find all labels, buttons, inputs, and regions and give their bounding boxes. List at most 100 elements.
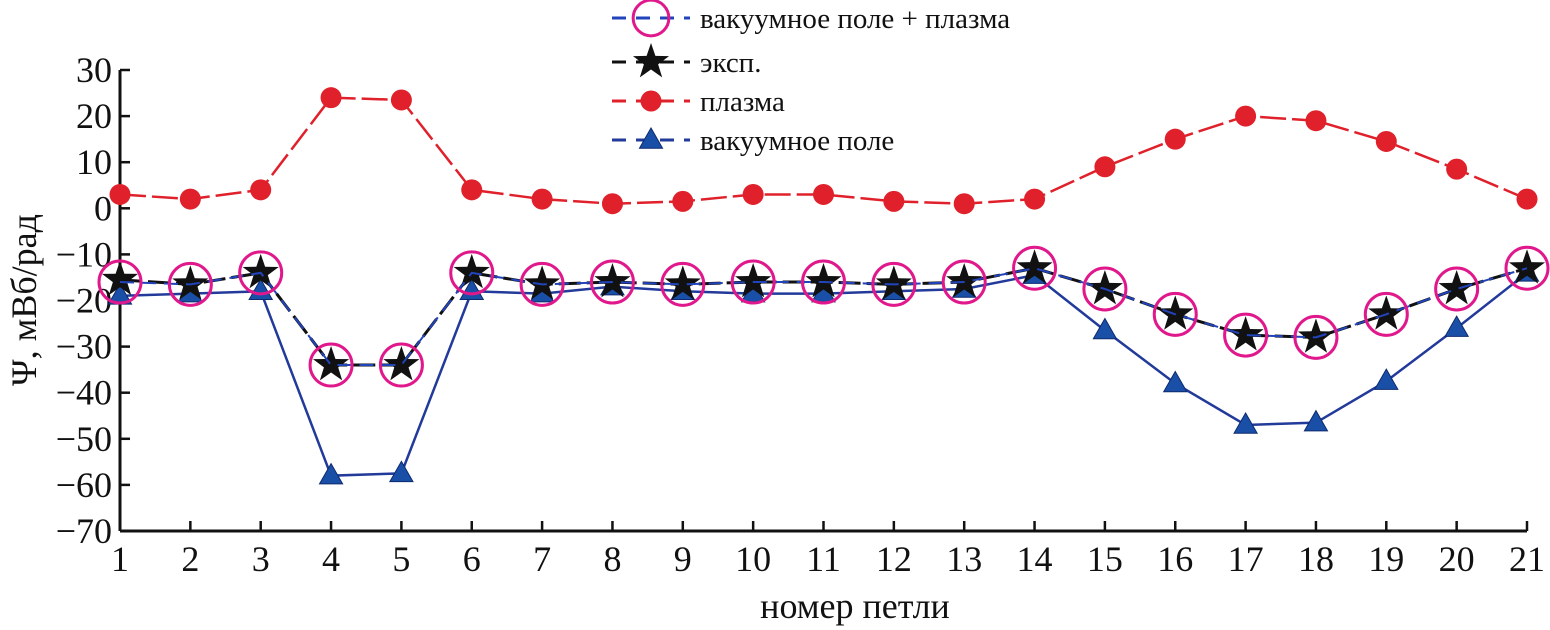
data-point — [167, 261, 213, 307]
data-point — [941, 259, 987, 305]
data-point — [1016, 249, 1053, 284]
data-point — [1504, 245, 1550, 291]
data-point — [179, 188, 201, 210]
data-point — [1434, 266, 1480, 312]
y-tick-label: −20 — [56, 281, 112, 321]
x-tick-label: 13 — [946, 539, 982, 579]
series-line — [119, 267, 1528, 367]
x-tick-label: 6 — [463, 539, 481, 579]
legend-item-3: вакуумное поле — [612, 125, 894, 157]
data-point — [594, 263, 631, 298]
data-point — [524, 265, 561, 300]
x-tick-label: 9 — [674, 539, 692, 579]
series-1 — [101, 249, 1546, 381]
data-point — [1164, 128, 1186, 150]
series-0 — [97, 245, 1550, 388]
x-tick-label: 3 — [252, 539, 270, 579]
x-tick-label: 21 — [1509, 539, 1545, 579]
data-point — [519, 261, 565, 307]
x-tick-label: 15 — [1087, 539, 1123, 579]
data-point — [953, 193, 975, 215]
data-point — [390, 89, 412, 111]
data-point — [250, 179, 272, 201]
x-tick-label: 16 — [1157, 539, 1193, 579]
data-point — [1223, 312, 1269, 358]
data-point — [735, 263, 772, 298]
x-tick-label: 18 — [1298, 539, 1334, 579]
y-tick-label: −10 — [56, 234, 112, 274]
data-point — [1303, 409, 1329, 432]
data-point — [1012, 245, 1058, 291]
legend-label: вакуумное поле + плазма — [700, 3, 1010, 35]
x-tick-label: 19 — [1368, 539, 1404, 579]
data-point — [312, 346, 350, 381]
data-point — [871, 261, 917, 307]
x-tick-label: 4 — [322, 539, 340, 579]
y-tick-label: −30 — [56, 327, 112, 367]
x-tick-label: 7 — [533, 539, 551, 579]
data-point — [1305, 110, 1327, 132]
data-point — [742, 183, 764, 205]
data-point — [1157, 295, 1194, 330]
x-tick-label: 10 — [735, 539, 771, 579]
data-point — [449, 250, 495, 296]
data-point — [1227, 316, 1264, 351]
data-point — [660, 261, 706, 307]
y-tick-label: −40 — [56, 373, 112, 413]
data-point — [1233, 411, 1259, 434]
data-point — [172, 265, 209, 300]
legend-label: эксп. — [700, 47, 761, 79]
data-point — [813, 183, 834, 205]
x-tick-label: 12 — [876, 539, 912, 579]
legend-marker — [640, 90, 662, 112]
y-tick-label: −50 — [56, 419, 112, 459]
data-point — [1162, 370, 1188, 393]
data-point — [946, 263, 983, 298]
x-tick-label: 20 — [1439, 539, 1475, 579]
x-axis-title: номер петли — [760, 586, 950, 626]
data-point — [1235, 105, 1257, 127]
data-point — [801, 259, 846, 305]
x-tick-label: 17 — [1228, 539, 1264, 579]
data-point — [308, 342, 354, 388]
data-point — [383, 346, 420, 381]
data-point — [1373, 368, 1399, 390]
legend: вакуумное поле + плазма эксп. плазма вакуум… — [612, 0, 1010, 157]
x-tick-label: 14 — [1017, 539, 1053, 579]
data-point — [1293, 314, 1339, 360]
legend-marker — [638, 126, 664, 149]
data-point — [97, 259, 143, 305]
y-tick-label: −70 — [56, 511, 112, 551]
data-point — [1082, 266, 1128, 312]
data-point — [883, 190, 905, 212]
data-point — [1438, 269, 1475, 305]
data-point — [589, 259, 635, 305]
data-point — [601, 193, 623, 215]
data-point — [1297, 318, 1335, 353]
data-point — [672, 190, 694, 212]
series-layer — [97, 87, 1550, 485]
y-axis-title: Ψ, мВб/рад — [4, 214, 44, 386]
data-point — [109, 183, 131, 205]
data-point — [1094, 156, 1116, 178]
y-tick-label: 10 — [76, 142, 112, 182]
legend-marker — [631, 0, 671, 38]
legend-item-2: плазма — [612, 86, 785, 118]
data-point — [1368, 295, 1405, 330]
x-tick-label: 8 — [603, 539, 621, 579]
series-2 — [109, 87, 1538, 215]
y-tick-label: 0 — [94, 188, 112, 228]
data-point — [461, 179, 483, 201]
legend-item-1: эксп. — [612, 43, 761, 79]
data-point — [242, 253, 279, 289]
data-point — [1024, 188, 1046, 210]
x-tick-label: 5 — [392, 539, 410, 579]
series-line — [119, 96, 1528, 205]
data-point — [730, 259, 776, 305]
data-point — [1152, 291, 1198, 337]
x-tick-label: 2 — [181, 539, 199, 579]
x-tick-label: 11 — [806, 539, 841, 579]
data-point — [101, 260, 139, 296]
